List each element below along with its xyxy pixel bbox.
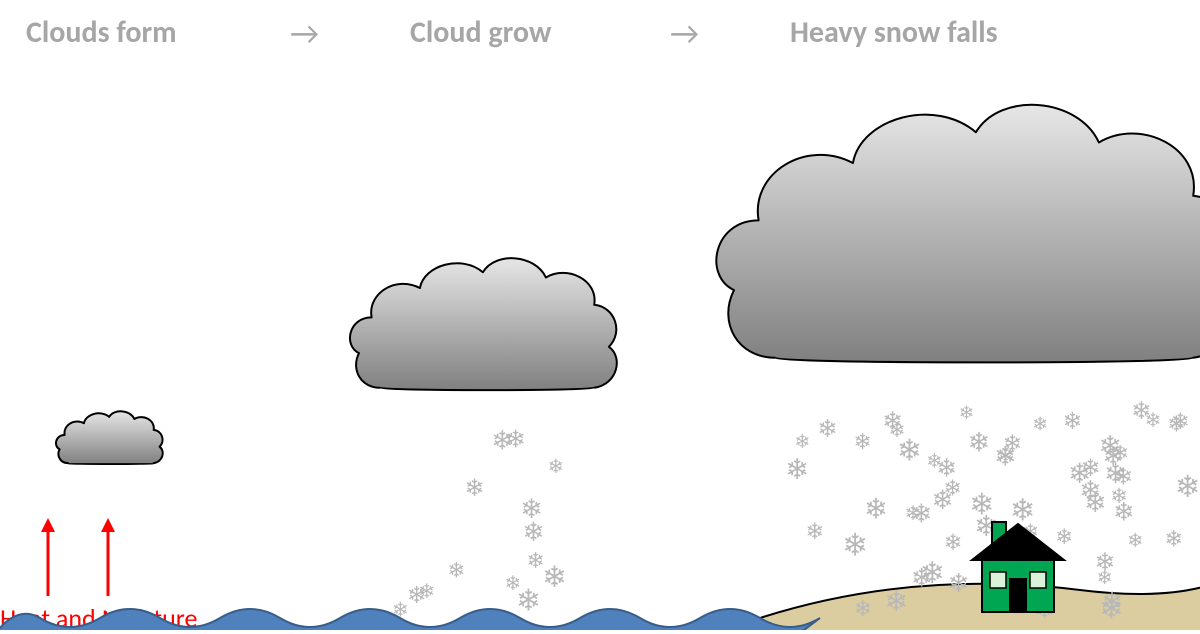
snowflake-icon: ❄ (505, 424, 526, 454)
heat-arrows (41, 518, 115, 596)
snowflake-icon: ❄ (948, 567, 970, 599)
snowflake-icon: ❄ (1032, 414, 1048, 437)
clouds (56, 105, 1200, 464)
snowflake-icon: ❄ (926, 449, 942, 473)
snowflake-icon: ❄ (882, 406, 903, 437)
snowflake-icon: ❄ (526, 547, 544, 574)
snowflake-icon: ❄ (392, 598, 409, 622)
snowflake-icon: ❄ (794, 431, 810, 454)
snowflake-icon: ❄ (842, 527, 868, 565)
snowflake-icon: ❄ (1010, 493, 1036, 530)
snowflake-icon: ❄ (805, 518, 824, 546)
water-waves (0, 609, 820, 630)
snowflake-icon: ❄ (1127, 529, 1143, 553)
snowflake-icon: ❄ (854, 595, 873, 622)
snowflake-icon: ❄ (994, 440, 1017, 473)
cloud-2 (350, 258, 617, 390)
snowflake-icon: ❄ (944, 529, 963, 556)
snowflake-icon: ❄ (548, 455, 564, 479)
cloud-3 (716, 105, 1200, 363)
diagram-scene: ❄❄❄❄❄❄❄❄❄❄❄❄❄❄❄❄❄❄❄❄❄❄❄❄❄❄❄❄❄❄❄❄❄❄❄❄❄❄❄❄… (0, 0, 1200, 630)
snowflake-icon: ❄ (969, 486, 994, 522)
snowflake-icon: ❄ (885, 584, 908, 619)
snowflake-icon: ❄ (911, 498, 933, 530)
snowflake-icon: ❄ (1079, 475, 1101, 507)
snowflake-icon: ❄ (1131, 396, 1151, 426)
snowflake-icon: ❄ (447, 557, 465, 583)
snowflake-icon: ❄ (785, 452, 809, 487)
snowflake-icon: ❄ (1167, 411, 1185, 438)
snowflake-icon: ❄ (1113, 464, 1133, 492)
snowflake-icon: ❄ (464, 474, 484, 503)
snowflake-icon: ❄ (1099, 430, 1122, 463)
snowflake-icon: ❄ (853, 428, 871, 455)
snowflake-icon: ❄ (897, 432, 922, 469)
snowflake-icon: ❄ (1175, 469, 1200, 506)
snowflake-icon: ❄ (418, 580, 435, 604)
snowflake-icon: ❄ (1063, 408, 1083, 436)
snowflake-icon: ❄ (864, 491, 888, 526)
snowflake-icon: ❄ (520, 493, 542, 526)
snowflake-icon: ❄ (1055, 523, 1073, 550)
snowflake-icon: ❄ (505, 572, 522, 596)
snowflake-icon: ❄ (968, 426, 991, 459)
snowflake-icon: ❄ (931, 485, 953, 517)
cloud-1 (56, 411, 163, 464)
snowflake-icon: ❄ (817, 414, 838, 444)
snowflake-icon: ❄ (959, 401, 975, 424)
snowflake-icon: ❄ (1164, 526, 1183, 553)
snowflake-icon: ❄ (911, 562, 932, 593)
snowflake-icon: ❄ (1097, 567, 1113, 590)
snowflake-icon: ❄ (1099, 591, 1123, 627)
snowflake-icon: ❄ (542, 559, 567, 595)
